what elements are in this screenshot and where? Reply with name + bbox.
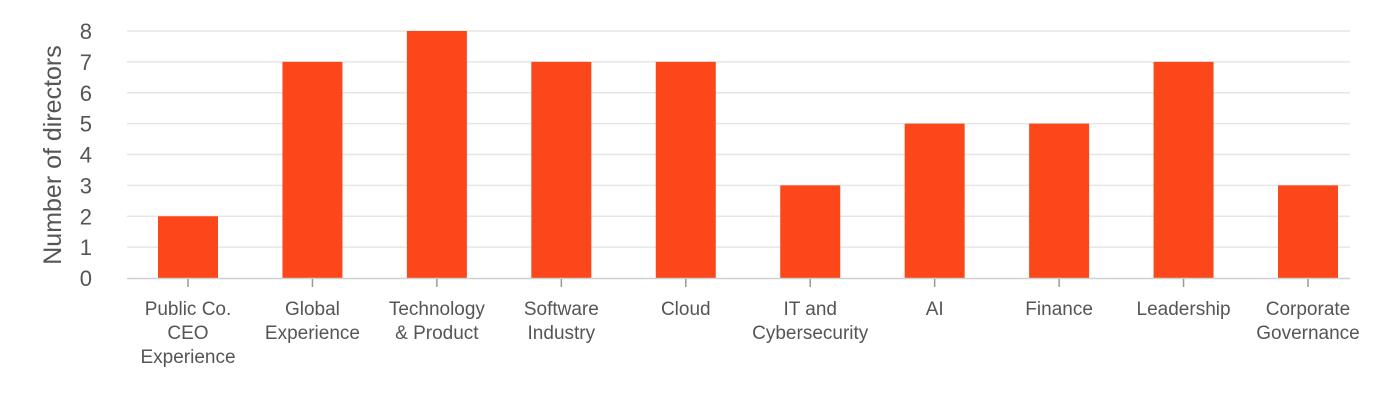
x-axis [127,277,1350,287]
x-tick-label-line: & Product [395,323,479,344]
bar [655,61,716,278]
x-tick-label-line: Public Co. [145,299,232,320]
x-tick-label-line: Cybersecurity [752,323,869,344]
bar [406,31,467,278]
y-tick-label: 2 [80,204,92,229]
y-tick-label: 6 [80,81,92,106]
x-tick-label-line: Cloud [661,299,711,320]
y-tick-label: 3 [80,173,92,198]
y-tick-label: 4 [80,143,92,168]
x-tick-label-line: Global [285,299,340,320]
bar [1278,185,1338,278]
x-tick-label-line: Industry [528,323,596,344]
x-tick-label: Finance [1025,299,1093,320]
bar [282,61,343,278]
x-tick-label-line: CEO [167,323,208,344]
bar [780,185,841,278]
bar [904,123,965,278]
x-tick-label: Global Experience [265,299,360,344]
bar [158,216,218,278]
y-tick-label: 8 [80,19,92,44]
x-tick-label-line: Experience [265,323,360,344]
bar [1029,123,1090,278]
x-tick-label: IT and Cybersecurity [752,299,869,344]
x-tick-label-line: IT and [783,299,837,320]
x-tick-label-line: Leadership [1137,299,1231,320]
bars [158,31,1338,278]
y-tick-label: 5 [80,112,92,137]
x-tick-label: AI [926,299,944,320]
x-tick-label-line: AI [926,299,944,320]
bar [531,61,592,278]
bar [1153,61,1214,278]
x-tick-label-line: Finance [1025,299,1093,320]
y-axis-title: Number of directors [39,45,67,265]
x-tick-label: Software Industry [524,299,599,344]
x-tick-label-line: Software [524,299,599,320]
x-tick-label-line: Governance [1256,323,1360,344]
x-tick-labels: Public Co. CEO Experience Global Experience T… [140,299,1359,368]
x-tick-label: Corporate Governance [1256,299,1360,344]
x-tick-label: Cloud [661,299,711,320]
y-tick-label: 1 [80,235,92,260]
x-tick-label: Public Co. CEO Experience [140,299,235,368]
x-tick-label-line: Technology [389,299,486,320]
y-tick-label: 0 [80,266,92,291]
x-tick-label: Technology & Product [389,299,486,344]
x-tick-label-line: Experience [140,347,235,368]
x-tick-label-line: Corporate [1266,299,1351,320]
y-tick-label: 7 [80,50,92,75]
x-tick-label: Leadership [1137,299,1231,320]
y-tick-labels: 0 1 2 3 4 5 6 7 8 [80,19,92,291]
